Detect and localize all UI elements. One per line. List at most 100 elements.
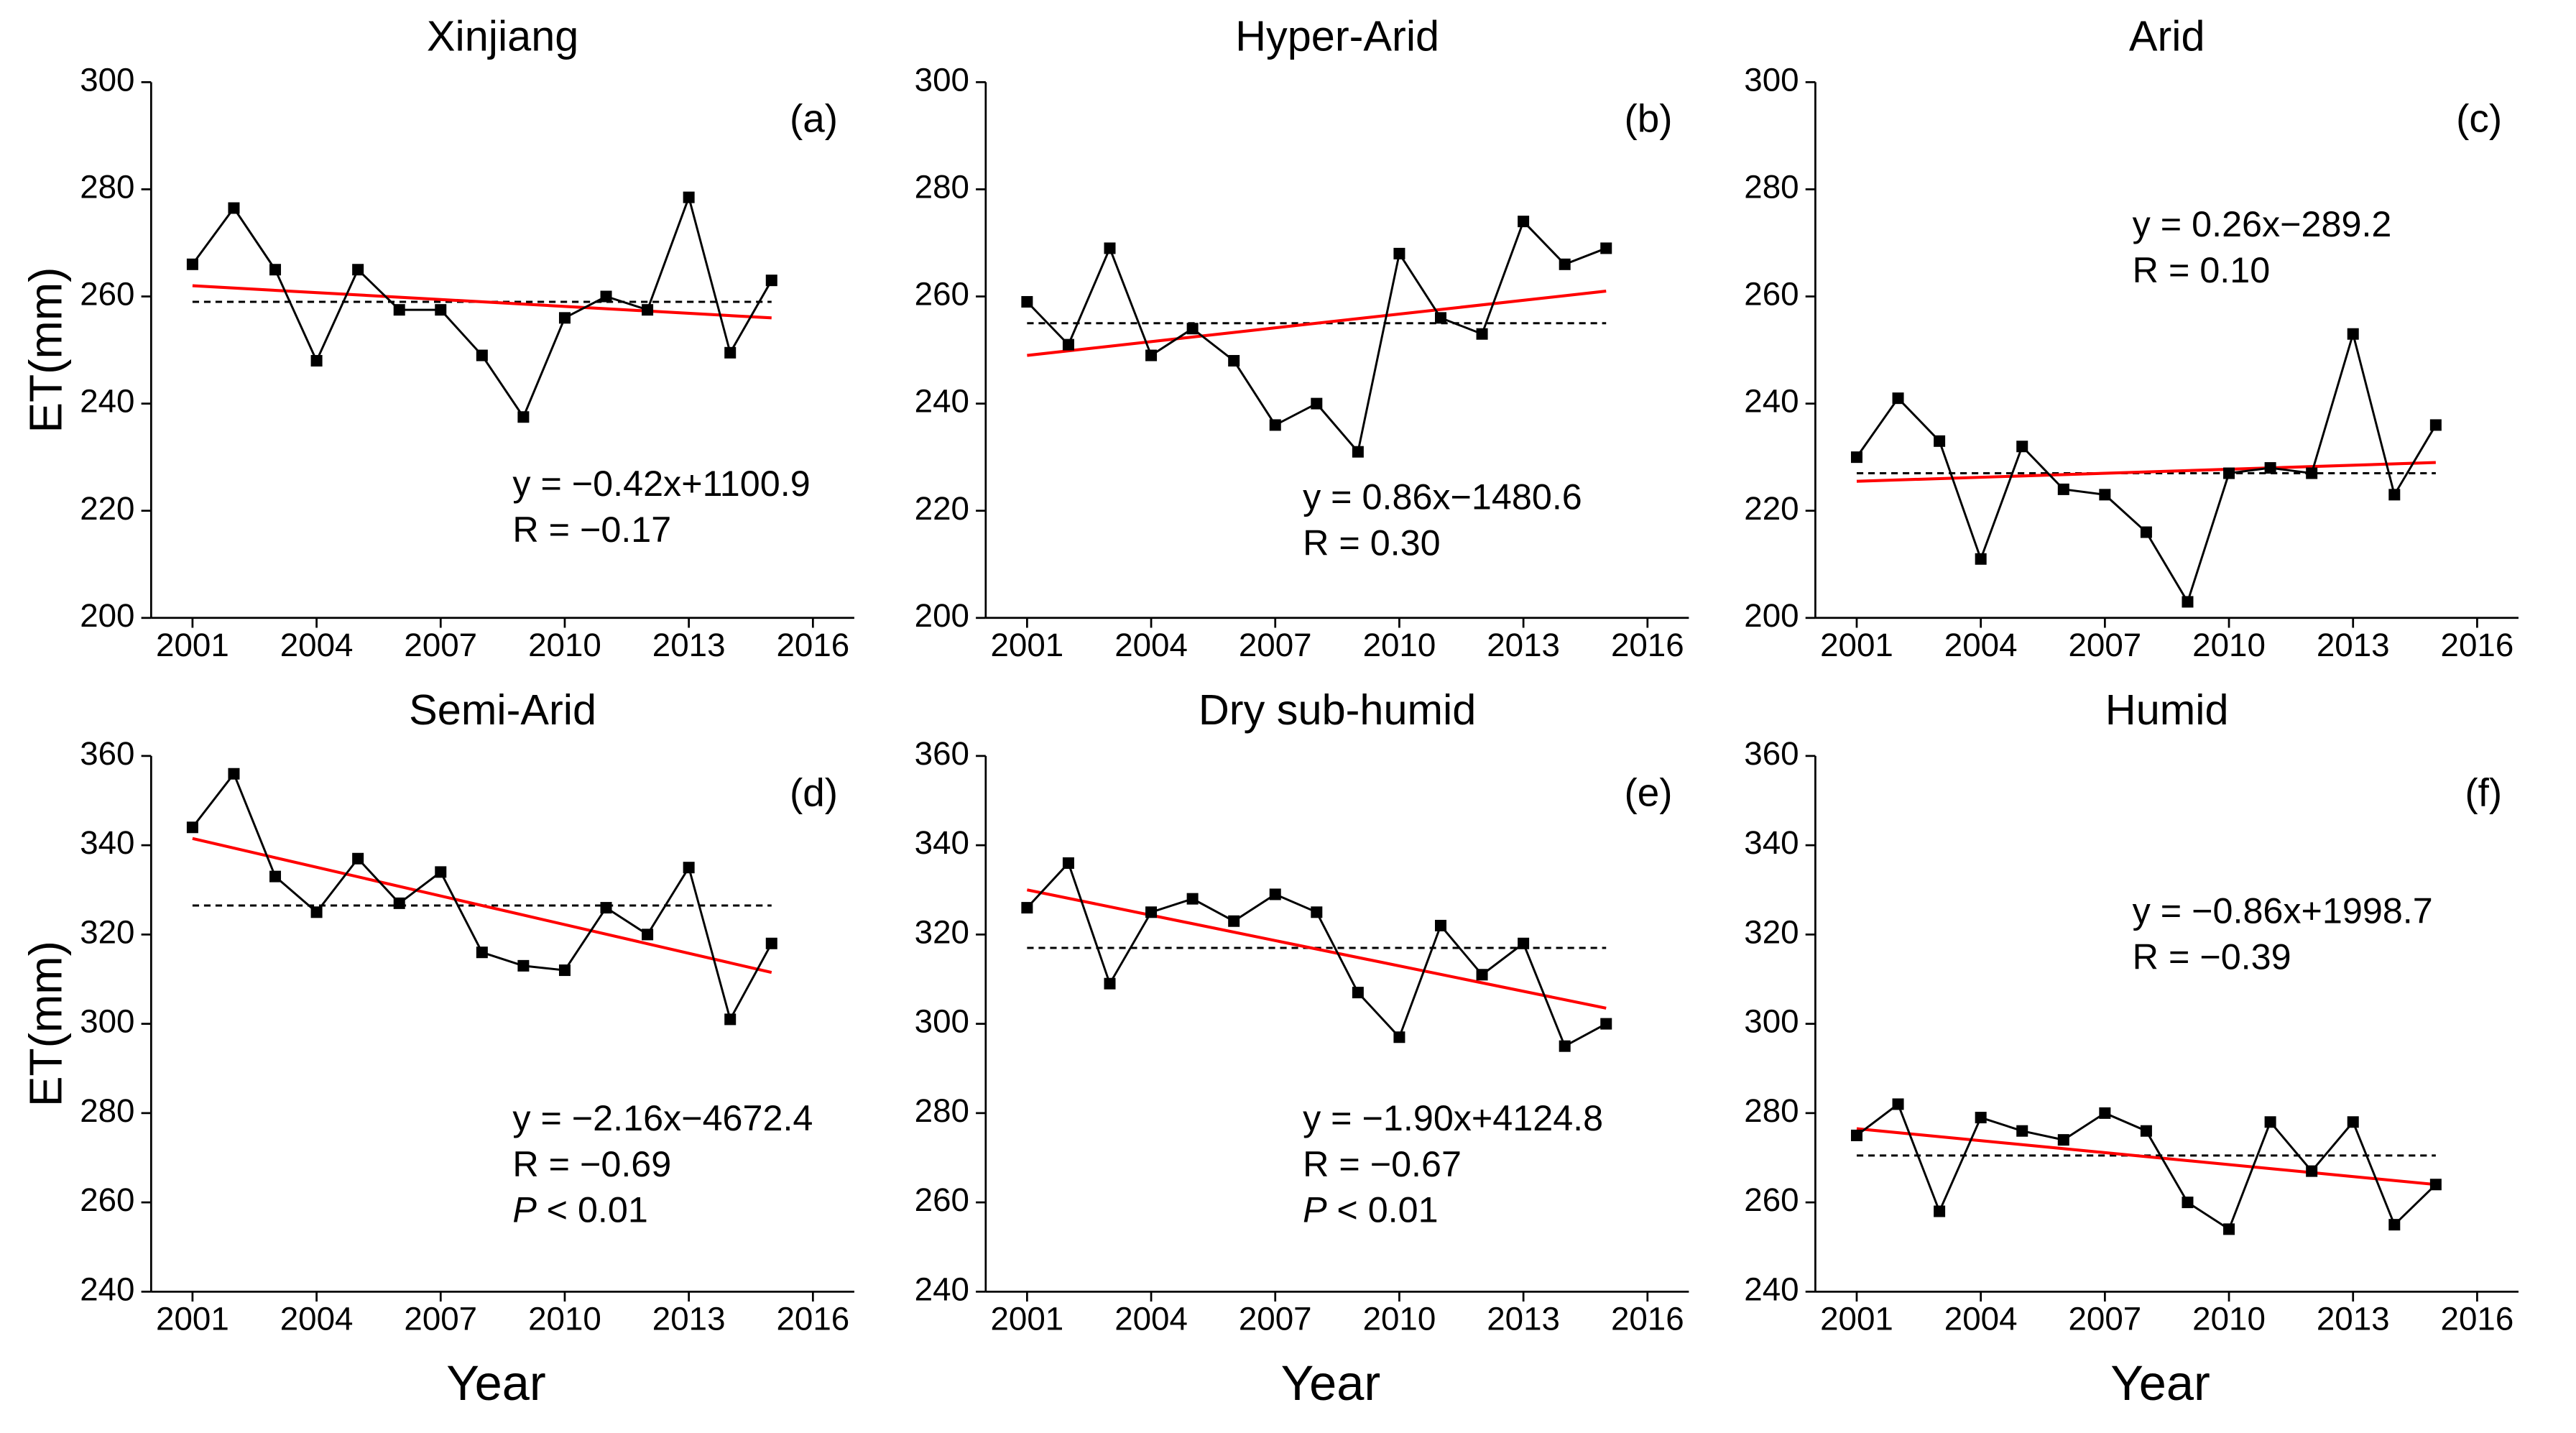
x-tick-label: 2010 [1363,1301,1436,1337]
data-point [1062,857,1074,869]
data-point [1393,1031,1405,1043]
x-tick-label: 2016 [776,1301,849,1337]
data-point [2099,489,2111,501]
x-tick-label: 2010 [1363,627,1436,663]
panel: Arid (c) 200 220 240 260 280 300 2001 2004 2007 201… [1744,12,2519,663]
data-point [1352,446,1364,458]
data-point [1228,354,1240,367]
x-tick-label: 2016 [776,627,849,663]
data-point [2140,526,2152,538]
y-tick-label: 220 [1744,490,1799,527]
p-text: < 0.01 [1337,1189,1438,1230]
y-tick-label: 280 [1744,1092,1799,1129]
y-tick-label: 300 [80,61,134,98]
x-tick-label: 2001 [156,627,229,663]
data-point [1352,987,1364,999]
data-point [1062,338,1074,351]
y-tick-label: 280 [1744,169,1799,206]
panel-label: (d) [790,770,838,814]
y-tick-label: 200 [80,597,134,634]
x-tick-label: 2004 [1114,1301,1188,1337]
data-point [1228,915,1240,927]
data-point [2223,1223,2235,1235]
panel: Humid (f) 240 260 280 300 320 340 360 2001 2004 200… [1744,686,2519,1411]
data-line [191,193,773,420]
panel-title: Semi-Arid [409,686,596,734]
data-point [476,946,488,959]
data-point [724,346,737,359]
panel: Dry sub-humid (e) 240 260 280 300 320 340 360 200… [915,686,1689,1411]
data-line [1026,219,1607,454]
x-tick-label: 2010 [2192,627,2266,663]
y-axis-label: ET(mm) [19,267,71,433]
data-point [1269,888,1281,900]
y-tick-label: 240 [915,383,969,420]
data-point [683,191,695,203]
data-point [2182,1197,2194,1209]
x-tick-label: 2007 [404,1301,477,1337]
p-note: P < 0.01 [1303,1189,1439,1230]
data-point [269,264,282,276]
data-point [558,312,571,324]
x-tick-label: 2004 [1114,627,1188,663]
data-point [310,906,323,918]
y-axis-label: ET(mm) [19,941,71,1107]
data-point [228,202,240,214]
x-axis-label: Year [2110,1355,2210,1411]
data-point [517,411,530,423]
panel: Hyper-Arid (b) 200 220 240 260 280 300 2001 2004 2… [915,12,1689,663]
x-axis-label: Year [446,1355,546,1411]
data-point [765,275,777,287]
data-point [642,304,654,316]
y-tick-label: 260 [1744,1181,1799,1218]
data-point [2182,596,2194,608]
data-point [1393,247,1405,259]
data-point [1311,906,1323,918]
x-tick-label: 2013 [652,1301,726,1337]
data-point [2306,467,2318,479]
x-tick-label: 2001 [1820,627,1893,663]
x-tick-label: 2001 [1820,1301,1893,1337]
data-line [1855,330,2437,605]
data-point [186,821,198,834]
data-point [393,304,405,316]
x-tick-label: 2013 [2317,1301,2390,1337]
y-tick-label: 340 [1744,824,1799,861]
x-tick-label: 2010 [528,627,601,663]
y-tick-label: 300 [1744,1003,1799,1040]
trend-line [1027,290,1607,357]
data-point [1850,1129,1862,1141]
x-tick-label: 2013 [1487,627,1560,663]
data-point [1269,419,1281,431]
data-point [2223,467,2235,479]
data-point [186,258,198,270]
y-tick-label: 300 [915,61,969,98]
data-point [1600,1018,1612,1030]
annotation: y = −0.86x+1998.7 [2133,890,2433,931]
x-tick-label: 2007 [404,627,477,663]
data-point [1850,451,1862,464]
y-tick-label: 280 [80,1092,134,1129]
panel-title: Arid [2129,12,2205,60]
p-text: < 0.01 [547,1189,648,1230]
data-point [1145,906,1158,918]
data-point [1104,242,1116,254]
data-point [435,304,447,316]
y-tick-label: 360 [1744,735,1799,772]
x-axis-label: Year [1281,1355,1381,1411]
y-tick-label: 340 [80,824,134,861]
data-point [2347,1116,2359,1128]
trend-line [1856,1127,2437,1187]
x-tick-label: 2004 [1944,627,2018,663]
data-point [1311,397,1323,410]
panel-label: (a) [790,96,838,141]
data-point [435,866,447,878]
x-tick-label: 2013 [1487,1301,1560,1337]
annotation: R = −0.67 [1303,1143,1462,1184]
y-tick-label: 260 [915,1181,969,1218]
x-tick-label: 2016 [1611,627,1684,663]
x-tick-label: 2007 [2068,1301,2141,1337]
data-point [642,929,654,941]
